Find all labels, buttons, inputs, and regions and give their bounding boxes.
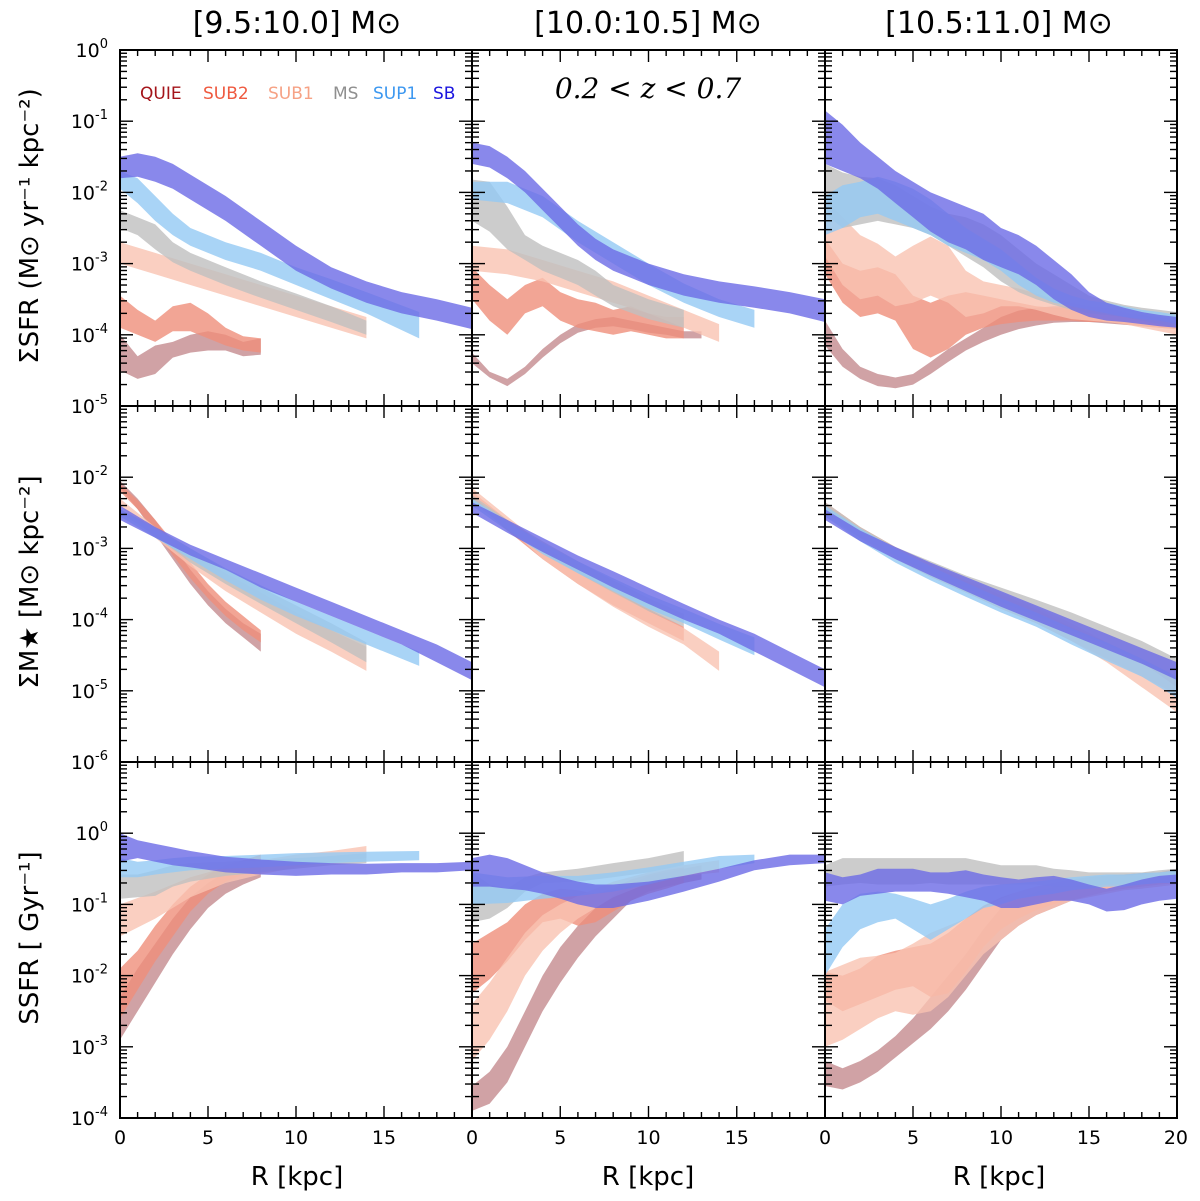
ytick-label: 10-1 bbox=[71, 891, 108, 916]
panel-frame-r2c3 bbox=[824, 405, 1178, 763]
ytick-label: 10-3 bbox=[71, 251, 108, 276]
legend-entry-sup1: SUP1 bbox=[373, 84, 417, 104]
ylabel-mass-density: ΣM★ [M⊙ kpc⁻²] bbox=[15, 475, 45, 688]
ytick-label: 10-3 bbox=[71, 535, 108, 560]
band-quie-r3c2 bbox=[472, 865, 702, 1111]
xtick-label: 0 bbox=[114, 1127, 126, 1149]
panel-frame-r2c1 bbox=[119, 405, 473, 763]
band-quie-r1c2 bbox=[472, 317, 702, 387]
ytick-label: 100 bbox=[76, 820, 108, 845]
ytick-label: 10-5 bbox=[71, 393, 108, 418]
xlabel-col3: R [kpc] bbox=[953, 1162, 1045, 1192]
band-sb-r2c1 bbox=[120, 505, 472, 681]
band-sb-r3c3 bbox=[825, 868, 1177, 912]
ytick-label: 100 bbox=[76, 37, 108, 62]
band-sb-r2c2 bbox=[472, 502, 825, 688]
band-ms-r1c1 bbox=[120, 210, 367, 335]
ytick-label: 10-1 bbox=[71, 108, 108, 133]
legend-entry-sub1: SUB1 bbox=[268, 84, 314, 104]
band-sb-r3c2 bbox=[472, 854, 825, 908]
band-ms-r3c2 bbox=[472, 851, 684, 923]
legend-entry-sub2: SUB2 bbox=[203, 84, 249, 104]
column-title-3: [10.5:11.0] M⊙ bbox=[885, 6, 1113, 41]
xtick-label: 5 bbox=[202, 1127, 214, 1149]
legend-entry-quie: QUIE bbox=[140, 84, 182, 104]
ytick-label: 10-4 bbox=[71, 1105, 108, 1130]
column-title-1: [9.5:10.0] M⊙ bbox=[193, 6, 402, 41]
band-sub2-r1c3 bbox=[825, 238, 1177, 358]
band-sub1-r3c3 bbox=[825, 870, 1177, 1047]
panel-frame-r2c2 bbox=[471, 405, 826, 763]
ytick-label: 10-4 bbox=[71, 322, 108, 347]
band-sub2-r1c1 bbox=[120, 295, 261, 353]
ytick-label: 10-2 bbox=[71, 179, 108, 204]
band-sub2-r1c2 bbox=[472, 267, 684, 339]
axes-layer: 10-510-410-310-210-110010-610-510-410-31… bbox=[71, 37, 1188, 1149]
bands-layer bbox=[120, 110, 1177, 1111]
ylabel-sfr-density: ΣSFR (M⊙ yr⁻¹ kpc⁻²) bbox=[15, 88, 45, 363]
band-sb-r2c3 bbox=[825, 509, 1177, 681]
band-quie-r3c3 bbox=[825, 868, 1177, 1090]
xtick-label: 15 bbox=[725, 1127, 749, 1149]
band-sb-r1c1 bbox=[120, 153, 472, 330]
xtick-label: 20 bbox=[1164, 1127, 1188, 1149]
ytick-label: 10-2 bbox=[71, 464, 108, 489]
band-sb-r3c1 bbox=[120, 833, 472, 876]
redshift-annotation: 0.2 < z < 0.7 bbox=[555, 72, 742, 105]
ytick-label: 10-3 bbox=[71, 1034, 108, 1059]
xtick-label: 0 bbox=[466, 1127, 478, 1149]
xtick-label: 0 bbox=[819, 1127, 831, 1149]
ylabel-ssfr: SSFR [ Gyr⁻¹] bbox=[15, 851, 45, 1024]
xtick-label: 15 bbox=[372, 1127, 396, 1149]
xlabel-col2: R [kpc] bbox=[602, 1162, 694, 1192]
band-sub1-r2c2 bbox=[472, 487, 720, 671]
xtick-label: 10 bbox=[636, 1127, 660, 1149]
ytick-label: 10-4 bbox=[71, 607, 108, 632]
xtick-label: 5 bbox=[554, 1127, 566, 1149]
legend-entry-sb: SB bbox=[433, 84, 455, 104]
ytick-label: 10-2 bbox=[71, 963, 108, 988]
legend: QUIE SUB2 SUB1 MS SUP1 SB bbox=[140, 84, 455, 104]
ytick-label: 10-6 bbox=[71, 749, 108, 774]
band-sub1-r1c3 bbox=[825, 199, 1177, 335]
xtick-label: 5 bbox=[907, 1127, 919, 1149]
legend-entry-ms: MS bbox=[333, 84, 358, 104]
band-sup1-r1c1 bbox=[120, 171, 420, 339]
xtick-label: 10 bbox=[284, 1127, 308, 1149]
column-title-2: [10.0:10.5] M⊙ bbox=[534, 6, 762, 41]
xtick-label: 15 bbox=[1077, 1127, 1101, 1149]
xtick-label: 10 bbox=[989, 1127, 1013, 1149]
band-sb-r1c2 bbox=[472, 142, 825, 322]
ytick-label: 10-5 bbox=[71, 678, 108, 703]
xlabel-col1: R [kpc] bbox=[251, 1162, 343, 1192]
band-sup1-r2c1 bbox=[120, 509, 420, 666]
